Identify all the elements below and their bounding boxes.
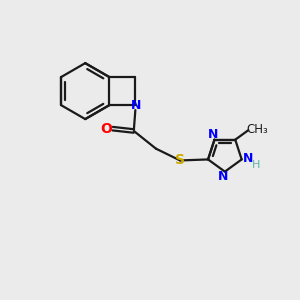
- Text: O: O: [100, 122, 112, 136]
- Text: CH₃: CH₃: [246, 123, 268, 136]
- Text: H: H: [252, 160, 260, 170]
- Text: N: N: [131, 99, 141, 112]
- Text: N: N: [243, 152, 253, 165]
- Text: S: S: [175, 154, 185, 167]
- Text: N: N: [218, 170, 229, 183]
- Text: N: N: [208, 128, 218, 141]
